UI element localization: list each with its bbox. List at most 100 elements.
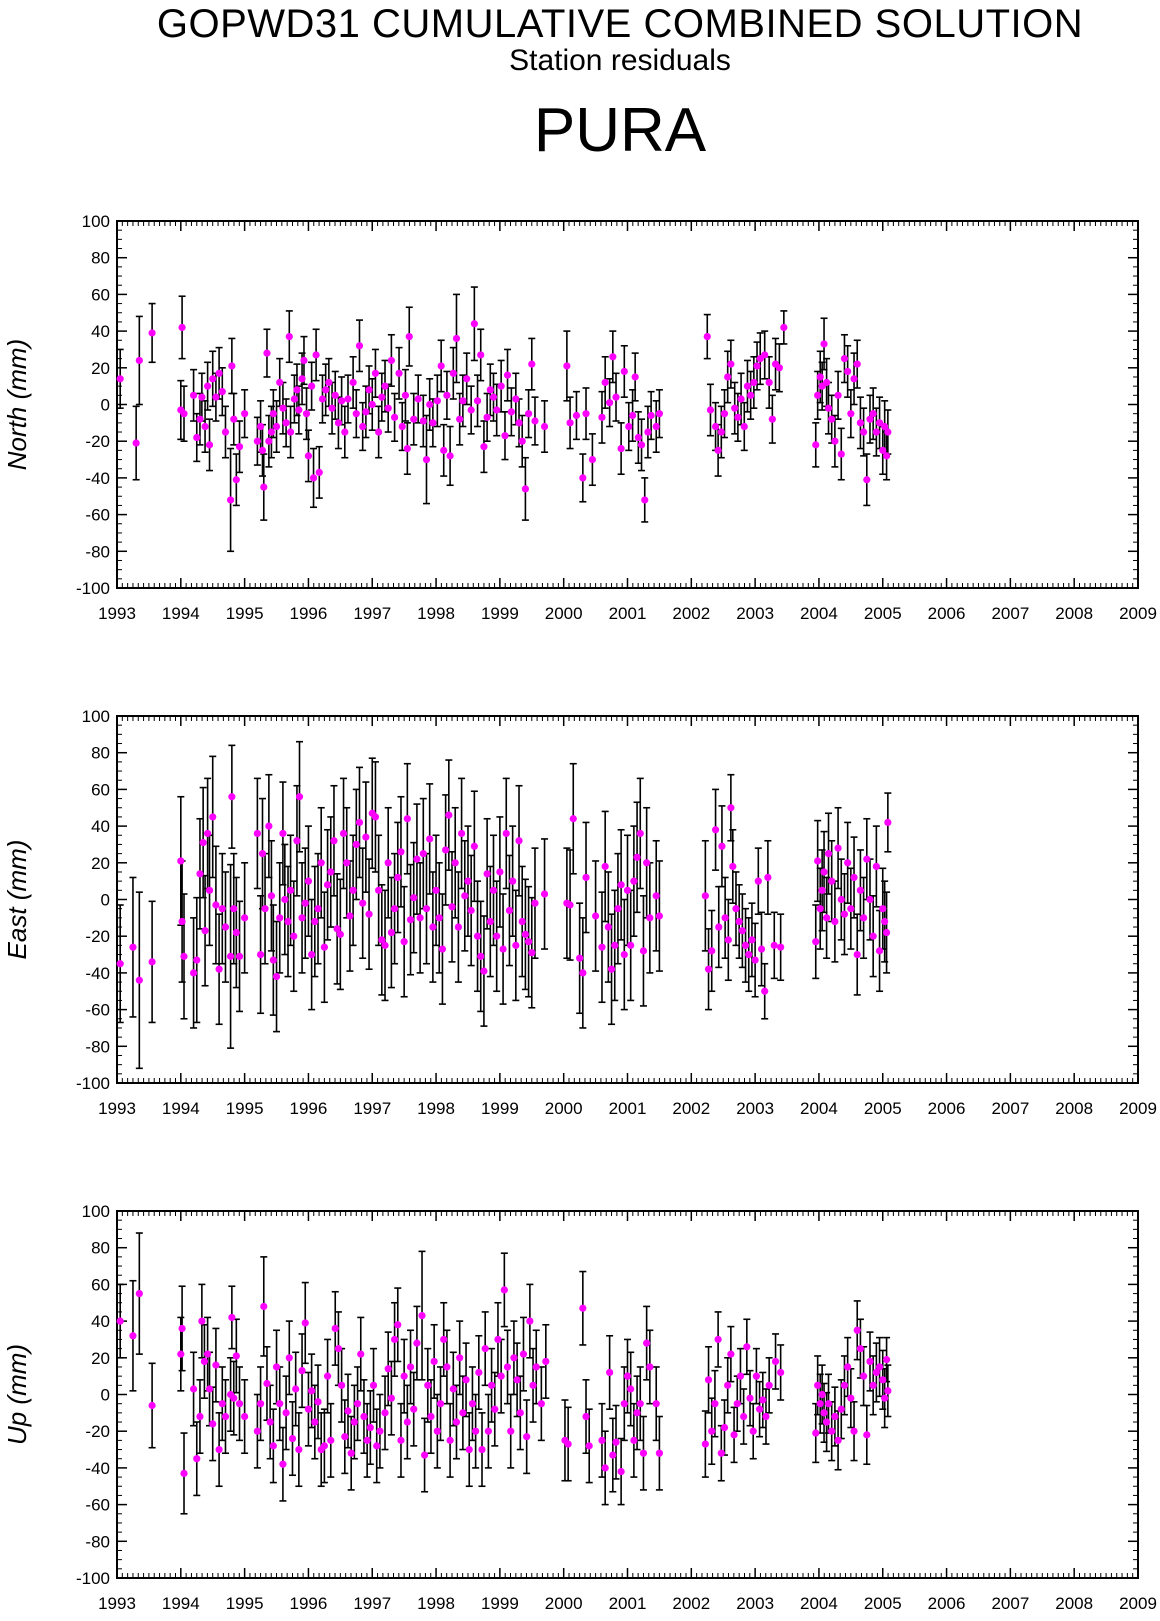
north-data-point <box>882 452 891 460</box>
up-y-tick-label: -60 <box>85 1496 110 1515</box>
east-data-point <box>422 905 431 913</box>
north-data-point <box>359 422 367 431</box>
up-data-point <box>727 1350 735 1358</box>
east-y-tick-label: -40 <box>85 964 110 983</box>
north-data-point <box>473 397 482 405</box>
up-data-point <box>771 1357 780 1366</box>
north-data-point <box>863 476 871 484</box>
north-data-point <box>780 323 788 332</box>
north-data-point <box>582 410 590 418</box>
up-data-point <box>459 1409 467 1417</box>
up-x-tick-label: 1997 <box>353 1594 391 1613</box>
north-data-point <box>617 444 625 453</box>
up-data-point <box>298 1367 306 1375</box>
north-data-point <box>440 446 448 454</box>
east-data-point <box>397 848 405 856</box>
north-x-tick-label: 2005 <box>864 604 902 623</box>
up-x-tick-label: 2005 <box>864 1594 902 1613</box>
east-data-point <box>464 877 472 885</box>
north-data-point <box>750 378 758 387</box>
east-data-point <box>701 892 709 900</box>
north-data-point <box>706 406 715 414</box>
east-data-point <box>457 829 466 838</box>
north-data-point <box>588 455 597 464</box>
north-data-point <box>352 410 360 418</box>
up-data-point <box>724 1381 732 1389</box>
east-data-point <box>824 850 833 858</box>
east-data-point <box>228 793 236 801</box>
north-data-point <box>325 378 333 387</box>
east-data-point <box>284 917 292 926</box>
up-data-point <box>178 1324 186 1333</box>
north-data-point <box>637 441 646 449</box>
up-data-point <box>218 1400 226 1408</box>
up-data-point <box>446 1436 454 1444</box>
up-data-point <box>882 1356 891 1364</box>
north-data-point <box>398 422 406 431</box>
east-data-point <box>129 943 137 951</box>
up-data-point <box>837 1405 845 1413</box>
up-data-point <box>344 1407 352 1415</box>
up-data-point <box>816 1400 824 1408</box>
east-data-point <box>754 877 762 885</box>
up-data-point <box>180 1469 188 1478</box>
north-data-point <box>518 437 526 445</box>
east-data-point <box>591 912 600 920</box>
up-data-point <box>840 1381 849 1389</box>
east-data-point <box>721 914 729 922</box>
north-data-point <box>272 422 281 431</box>
east-data-point <box>410 894 418 902</box>
north-data-point <box>768 415 776 423</box>
east-data-point <box>359 899 367 907</box>
east-data-point <box>727 804 735 812</box>
east-data-point <box>467 906 475 915</box>
east-data-point <box>872 862 880 871</box>
east-data-point <box>196 870 204 878</box>
up-y-tick-label: 100 <box>82 1202 110 1221</box>
up-data-point <box>475 1368 483 1377</box>
up-x-tick-label: 2009 <box>1119 1594 1157 1613</box>
east-data-point <box>201 927 209 935</box>
north-data-point <box>405 333 413 341</box>
east-data-point <box>346 912 354 920</box>
north-data-point <box>315 468 323 476</box>
north-data-point <box>395 369 403 377</box>
north-data-point <box>331 391 339 399</box>
up-data-point <box>353 1400 362 1408</box>
east-data-point <box>512 941 520 949</box>
east-x-tick-label: 1996 <box>290 1099 328 1118</box>
east-data-point <box>579 969 587 977</box>
up-data-point <box>462 1376 470 1384</box>
up-x-tick-label: 2000 <box>545 1594 583 1613</box>
east-data-point <box>261 905 269 913</box>
north-x-tick-label: 2006 <box>928 604 966 623</box>
up-data-point <box>516 1409 524 1417</box>
east-data-point <box>355 818 364 827</box>
east-data-point <box>293 837 301 845</box>
north-data-point <box>344 395 352 403</box>
east-x-tick-label: 1993 <box>98 1099 136 1118</box>
up-data-point <box>390 1335 399 1344</box>
north-y-tick-label: 20 <box>91 359 110 378</box>
up-data-point <box>295 1445 303 1454</box>
north-data-point <box>334 419 343 427</box>
up-data-point <box>292 1385 300 1393</box>
north-data-point <box>178 323 186 332</box>
north-data-point <box>312 351 320 359</box>
up-data-point <box>609 1451 617 1459</box>
north-data-point <box>215 369 223 377</box>
north-data-point <box>235 443 244 451</box>
up-data-point <box>646 1363 654 1371</box>
up-data-point <box>844 1363 852 1371</box>
up-data-point <box>433 1427 441 1435</box>
up-y-tick-label: 0 <box>101 1386 110 1405</box>
north-data-point <box>212 393 220 401</box>
north-data-point <box>531 417 539 425</box>
up-data-point <box>420 1451 429 1459</box>
north-data-point <box>840 355 849 363</box>
east-data-point <box>764 873 772 882</box>
up-data-point <box>523 1433 531 1441</box>
up-data-point <box>384 1365 392 1373</box>
east-data-point <box>384 859 392 867</box>
north-data-point <box>293 386 301 394</box>
